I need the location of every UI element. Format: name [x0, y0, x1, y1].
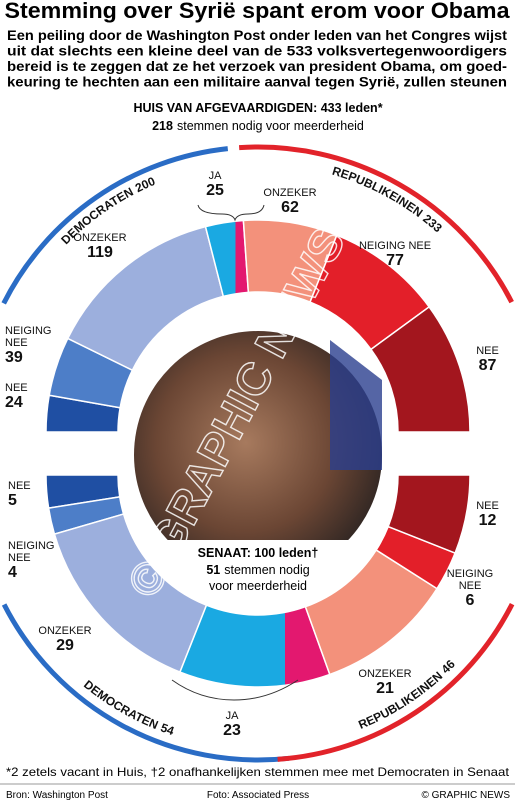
label: NEE	[476, 345, 499, 357]
footnote: *2 zetels vacant in Huis, †2 onafhankeli…	[6, 765, 510, 779]
segment	[387, 474, 471, 555]
segment-label: ONZEKER 119	[65, 232, 135, 262]
party-arc	[238, 144, 514, 304]
label: NEIGING NEE	[358, 240, 432, 252]
segment-label: ONZEKER 21	[350, 668, 420, 698]
value: 4	[8, 564, 17, 581]
bracket	[197, 204, 265, 222]
label: ONZEKER	[358, 668, 412, 680]
subtitle-line: bereid is te zeggen dat ze het verzoek v…	[7, 59, 507, 74]
segment-label: NEIGING NEE 4	[8, 540, 55, 582]
segment	[178, 604, 331, 688]
credit: © GRAPHIC NEWS	[422, 790, 511, 801]
party-seats: 200	[133, 174, 158, 195]
subtitle-line: keuring te hechten aan een militaire aan…	[7, 75, 507, 90]
label: NEIGING NEE	[446, 568, 494, 592]
label: JA	[225, 710, 239, 722]
majority: 218 stemmen nodig voor meerderheid	[152, 119, 364, 133]
label: ONZEKER	[263, 187, 317, 199]
party-seats: 54	[159, 720, 177, 738]
party-arc	[277, 602, 515, 762]
value: 62	[281, 199, 299, 216]
source: Bron: Washington Post	[6, 790, 108, 801]
value: 5	[8, 492, 17, 509]
segment	[369, 305, 471, 433]
segment-label: ONZEKER 29	[30, 625, 100, 655]
title: Stemming over Syrië spant erom voor Obam…	[5, 0, 511, 23]
majority-text: stemmen nodig voor meerderheid	[177, 119, 364, 133]
subtitle-line: Een peiling door de Washington Post onde…	[7, 28, 508, 43]
bracket	[171, 679, 299, 701]
segment-label: NEIGING NEE 77	[350, 240, 440, 270]
photo	[134, 331, 382, 579]
label: ONZEKER	[38, 625, 92, 637]
party-label-path: REPUBLIKEINEN233	[331, 164, 445, 236]
value: 29	[56, 637, 74, 654]
photo-credit: Foto: Associated Press	[207, 790, 309, 801]
label: NEIGING NEE	[8, 540, 55, 564]
value: 24	[5, 394, 23, 411]
label: ONZEKER	[73, 232, 127, 244]
label: NEE	[476, 500, 499, 512]
party-seats: 46	[439, 657, 459, 677]
value: 77	[386, 252, 404, 269]
heading: HUIS VAN AFGEVAARDIGDEN: 433 leden*	[133, 101, 382, 115]
party-arc	[1, 603, 290, 763]
heading: SENAAT: 100 leden†	[198, 546, 319, 560]
segment-label: NEE 12	[465, 500, 510, 530]
majority: 51 stemmen nodig	[206, 563, 309, 577]
party-arc	[1, 146, 229, 305]
segment-label: JA 25	[190, 170, 240, 200]
label: NEE	[8, 480, 31, 492]
segment-label: NEIGING NEE 6	[445, 568, 495, 610]
value: 87	[478, 357, 497, 374]
label: JA	[208, 170, 222, 182]
value: 6	[465, 592, 475, 609]
value: 119	[87, 244, 113, 261]
majority-number: 51	[206, 563, 220, 577]
segment-label: JA 23	[207, 710, 257, 740]
value: 39	[5, 349, 23, 366]
value: 21	[376, 680, 394, 697]
segment-label: NEIGING NEE 39	[5, 325, 52, 367]
label: NEIGING NEE	[5, 325, 52, 349]
value: 25	[206, 182, 224, 199]
value: 12	[478, 512, 497, 529]
party-label: REPUBLIKEINEN233	[331, 164, 445, 236]
majority-text: voor meerderheid	[209, 579, 307, 593]
segment-label: NEE 24	[5, 382, 50, 412]
majority-number: 218	[152, 119, 173, 133]
senate-panel	[136, 540, 380, 613]
photo-flag	[330, 340, 382, 470]
subtitle-line: uit dat slechts een kleine deel van de 5…	[7, 44, 507, 59]
majority-text: stemmen nodig	[224, 563, 310, 577]
segment-label: NEE 87	[465, 345, 510, 375]
segment-label: NEE 5	[8, 480, 53, 510]
value: 23	[223, 722, 241, 739]
label: NEE	[5, 382, 28, 394]
segment-label: ONZEKER 62	[255, 187, 325, 217]
